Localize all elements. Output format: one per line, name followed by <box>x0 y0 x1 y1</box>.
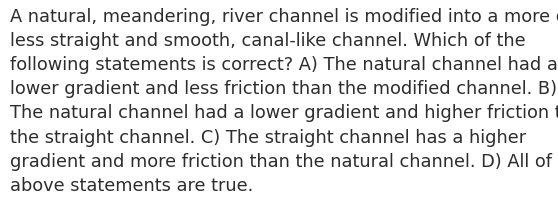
Text: following statements is correct? A) The natural channel had a: following statements is correct? A) The … <box>10 56 558 74</box>
Text: lower gradient and less friction than the modified channel. B): lower gradient and less friction than th… <box>10 80 557 98</box>
Text: above statements are true.: above statements are true. <box>10 177 253 195</box>
Text: the straight channel. C) The straight channel has a higher: the straight channel. C) The straight ch… <box>10 129 526 147</box>
Text: The natural channel had a lower gradient and higher friction than: The natural channel had a lower gradient… <box>10 104 558 122</box>
Text: gradient and more friction than the natural channel. D) All of the: gradient and more friction than the natu… <box>10 153 558 171</box>
Text: A natural, meandering, river channel is modified into a more or: A natural, meandering, river channel is … <box>10 8 558 26</box>
Text: less straight and smooth, canal-like channel. Which of the: less straight and smooth, canal-like cha… <box>10 32 526 50</box>
